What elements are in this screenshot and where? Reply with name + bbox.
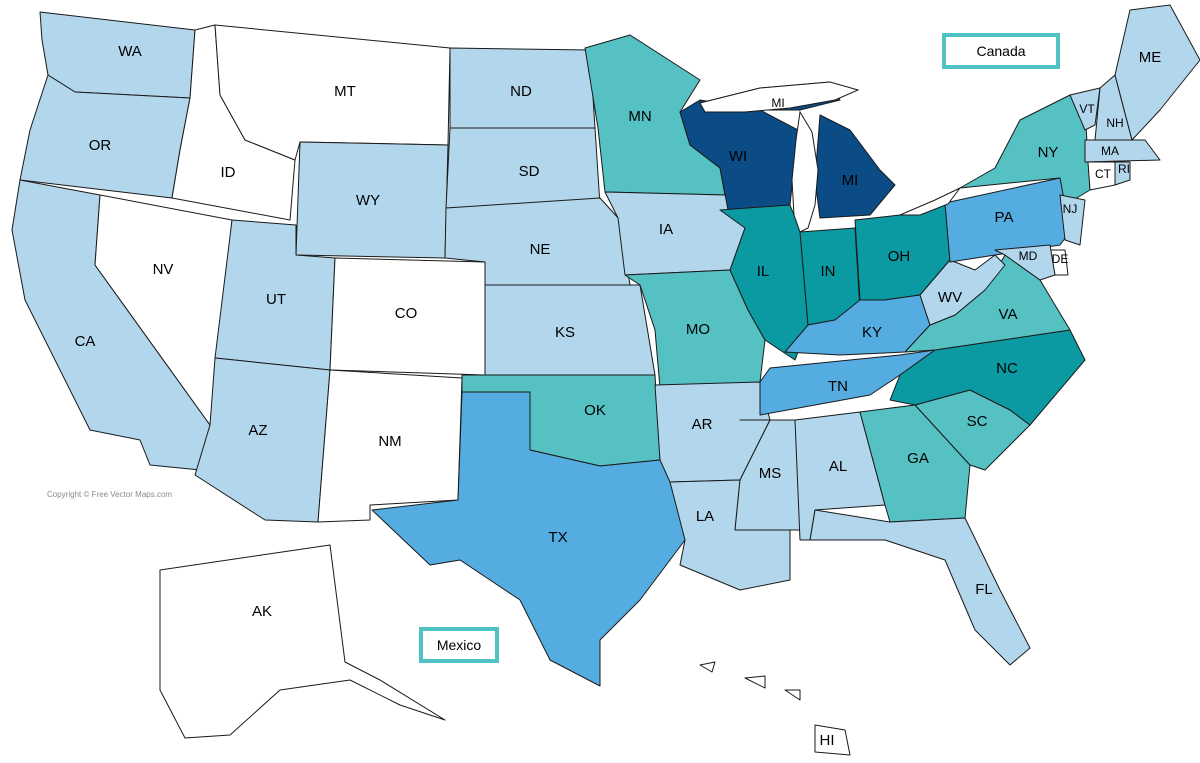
copyright-text: Copyright © Free Vector Maps.com — [47, 490, 173, 499]
state-ri — [1114, 161, 1131, 186]
state-label-mt: MT — [334, 83, 356, 100]
state-tx — [371, 391, 686, 687]
state-az — [194, 357, 331, 523]
state-label-in: IN — [821, 263, 836, 280]
state-label-mi-u: MI — [771, 96, 784, 110]
state-label-ri: RI — [1118, 162, 1130, 176]
state-label-ky: KY — [862, 324, 882, 341]
lake-erie — [899, 187, 961, 216]
state-label-ia: IA — [659, 221, 673, 238]
state-label-al: AL — [829, 458, 847, 475]
state-label-hi: HI — [820, 732, 835, 749]
state-label-ar: AR — [692, 416, 713, 433]
state-label-va: VA — [999, 306, 1018, 323]
state-label-mn: MN — [628, 108, 651, 125]
state-label-wv: WV — [938, 289, 962, 306]
state-label-md: MD — [1019, 249, 1038, 263]
state-label-pa: PA — [995, 209, 1014, 226]
state-label-de: DE — [1052, 252, 1069, 266]
state-label-id: ID — [221, 164, 236, 181]
state-label-ca: CA — [75, 333, 96, 350]
state-label-sc: SC — [967, 413, 988, 430]
labels-layer: WA OR CA ID NV MT WY UT AZ CO NM ND SD NE KS OK TX MN IA MO… — [75, 43, 1162, 749]
state-label-nj: NJ — [1063, 202, 1078, 216]
state-label-mo: MO — [686, 321, 710, 338]
state-label-az: AZ — [248, 422, 267, 439]
state-label-vt: VT — [1079, 102, 1095, 116]
state-hi — [699, 661, 851, 756]
canada-label: Canada — [942, 33, 1060, 69]
state-label-co: CO — [395, 305, 418, 322]
state-label-ct: CT — [1095, 167, 1112, 181]
state-ia — [604, 191, 746, 276]
state-label-mi: MI — [842, 172, 859, 189]
state-label-me: ME — [1139, 49, 1162, 66]
lake-superior — [699, 81, 860, 113]
state-label-wi: WI — [729, 148, 747, 165]
state-label-ut: UT — [266, 291, 286, 308]
state-label-tx: TX — [548, 529, 567, 546]
state-label-wa: WA — [118, 43, 142, 60]
state-label-nm: NM — [378, 433, 401, 450]
states-layer — [11, 4, 1200, 756]
state-label-ak: AK — [252, 603, 272, 620]
state-label-nh: NH — [1106, 116, 1123, 130]
state-label-ga: GA — [907, 450, 929, 467]
state-fl — [809, 509, 1031, 666]
lake-michigan — [791, 110, 819, 233]
state-ma — [1084, 139, 1161, 163]
state-label-oh: OH — [888, 248, 911, 265]
state-nj — [1059, 194, 1086, 246]
state-label-ok: OK — [584, 402, 606, 419]
state-vt — [1069, 87, 1101, 131]
state-label-wy: WY — [356, 192, 380, 209]
state-label-nc: NC — [996, 360, 1018, 377]
state-label-tn: TN — [828, 378, 848, 395]
state-label-nd: ND — [510, 83, 532, 100]
state-ak — [159, 544, 446, 739]
state-ky — [784, 294, 931, 356]
state-mt — [214, 24, 451, 161]
state-wv — [919, 254, 1006, 326]
state-label-la: LA — [696, 508, 714, 525]
state-label-il: IL — [757, 263, 770, 280]
great-lakes — [699, 81, 961, 233]
mexico-label: Mexico — [419, 627, 499, 663]
state-mi — [814, 114, 896, 219]
state-label-fl: FL — [975, 581, 993, 598]
state-label-ny: NY — [1038, 144, 1059, 161]
state-me — [1114, 4, 1200, 141]
state-md — [994, 244, 1056, 281]
state-label-ne: NE — [530, 241, 551, 258]
state-label-ms: MS — [759, 465, 782, 482]
state-label-or: OR — [89, 137, 112, 154]
state-label-ma: MA — [1101, 144, 1119, 158]
state-label-nv: NV — [153, 261, 174, 278]
state-label-ks: KS — [555, 324, 575, 341]
state-label-sd: SD — [519, 163, 540, 180]
